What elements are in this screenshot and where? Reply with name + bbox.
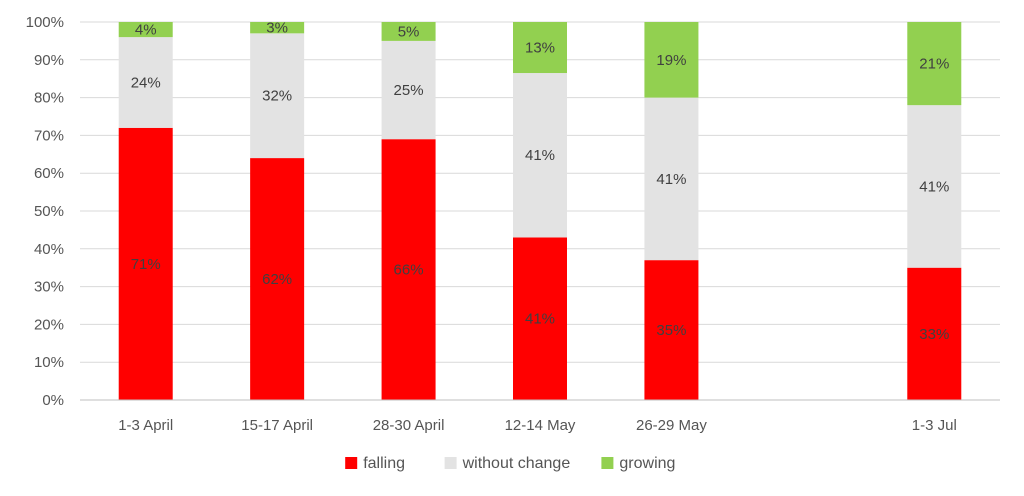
data-label: 3% bbox=[266, 20, 288, 37]
bar-falling bbox=[118, 127, 173, 400]
x-tick-label: 28-30 April bbox=[373, 417, 445, 434]
bar-growing bbox=[381, 22, 436, 41]
bar-growing bbox=[250, 22, 305, 34]
data-label: 33% bbox=[919, 326, 949, 343]
bar-without-change bbox=[513, 73, 567, 238]
data-label: 35% bbox=[656, 322, 686, 339]
y-tick-label: 70% bbox=[34, 127, 64, 144]
data-label: 4% bbox=[135, 22, 157, 39]
bars bbox=[118, 22, 962, 400]
data-label: 32% bbox=[262, 88, 292, 105]
legend-label: falling bbox=[363, 455, 405, 472]
x-tick-label: 12-14 May bbox=[505, 417, 576, 434]
data-label: 41% bbox=[656, 171, 686, 188]
y-tick-label: 80% bbox=[34, 90, 64, 107]
bar-falling bbox=[907, 267, 962, 400]
data-label: 62% bbox=[262, 271, 292, 288]
y-tick-label: 20% bbox=[34, 316, 64, 333]
bar-falling bbox=[250, 158, 305, 400]
data-label: 5% bbox=[398, 23, 420, 40]
legend-swatch-growing bbox=[601, 457, 614, 469]
data-label: 21% bbox=[919, 56, 949, 73]
x-tick-label: 1-3 April bbox=[118, 417, 173, 434]
data-label: 41% bbox=[525, 311, 555, 328]
bar-without-change bbox=[644, 97, 699, 261]
data-label: 41% bbox=[525, 147, 555, 164]
bar-growing bbox=[644, 22, 699, 98]
bar-growing bbox=[118, 22, 173, 38]
data-label: 41% bbox=[919, 178, 949, 195]
legend-swatch-without-change bbox=[444, 457, 457, 469]
x-axis: 1-3 April 15-17 April 28-30 April 12-14 May… bbox=[80, 399, 1000, 434]
bar-falling bbox=[381, 139, 436, 400]
data-label: 66% bbox=[394, 262, 424, 279]
bar-without-change bbox=[250, 33, 305, 159]
legend-swatch-falling bbox=[345, 457, 358, 469]
bar-falling bbox=[644, 260, 699, 400]
bar-without-change bbox=[118, 37, 173, 128]
legend-label: growing bbox=[619, 455, 675, 472]
data-label: 13% bbox=[525, 40, 555, 57]
y-tick-label: 90% bbox=[34, 52, 64, 69]
y-tick-label: 10% bbox=[34, 354, 64, 371]
x-tick-label: 1-3 Jul bbox=[912, 417, 957, 434]
bar-without-change bbox=[381, 40, 436, 140]
x-tick-label: 15-17 April bbox=[241, 417, 313, 434]
y-tick-label: 0% bbox=[42, 392, 64, 409]
data-label: 24% bbox=[131, 74, 161, 91]
y-tick-label: 30% bbox=[34, 279, 64, 296]
y-tick-label: 100% bbox=[26, 14, 64, 31]
data-labels: 71% 24% 4% 62% 32% 3% 66% 25% 5% 41% 41% 13% 35% 41% 1… bbox=[131, 20, 950, 343]
data-label: 71% bbox=[131, 256, 161, 273]
data-label: 25% bbox=[394, 82, 424, 99]
bar-falling bbox=[513, 237, 567, 400]
data-label: 19% bbox=[656, 52, 686, 69]
legend: falling without change growing bbox=[345, 455, 675, 472]
bar-without-change bbox=[907, 105, 962, 268]
y-tick-label: 50% bbox=[34, 203, 64, 220]
y-tick-label: 60% bbox=[34, 165, 64, 182]
bar-growing bbox=[907, 22, 962, 106]
y-axis: 0% 10% 20% 30% 40% 50% 60% 70% 80% 90% 100% bbox=[26, 14, 64, 409]
legend-label: without change bbox=[462, 455, 571, 472]
y-tick-label: 40% bbox=[34, 241, 64, 258]
bar-growing bbox=[513, 22, 567, 74]
x-tick-label: 26-29 May bbox=[636, 417, 707, 434]
